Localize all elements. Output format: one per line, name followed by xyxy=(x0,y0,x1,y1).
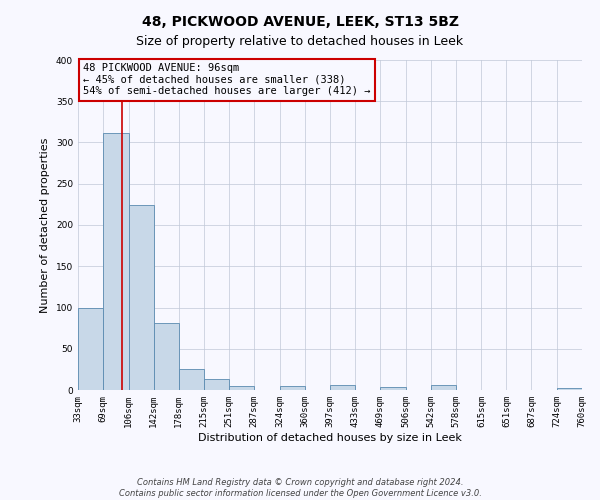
Text: 48, PICKWOOD AVENUE, LEEK, ST13 5BZ: 48, PICKWOOD AVENUE, LEEK, ST13 5BZ xyxy=(142,15,458,29)
X-axis label: Distribution of detached houses by size in Leek: Distribution of detached houses by size … xyxy=(198,432,462,442)
Bar xyxy=(431,385,456,390)
Bar xyxy=(179,370,204,390)
Bar xyxy=(78,308,103,390)
Y-axis label: Number of detached properties: Number of detached properties xyxy=(40,138,50,312)
Text: Size of property relative to detached houses in Leek: Size of property relative to detached ho… xyxy=(136,35,464,48)
Text: 48 PICKWOOD AVENUE: 96sqm
← 45% of detached houses are smaller (338)
54% of semi: 48 PICKWOOD AVENUE: 96sqm ← 45% of detac… xyxy=(83,64,371,96)
Bar xyxy=(380,386,406,390)
Bar xyxy=(229,386,254,390)
Bar xyxy=(557,388,582,390)
Text: Contains HM Land Registry data © Crown copyright and database right 2024.
Contai: Contains HM Land Registry data © Crown c… xyxy=(119,478,481,498)
Bar xyxy=(204,380,229,390)
Bar xyxy=(331,385,355,390)
Bar xyxy=(128,205,154,390)
Bar xyxy=(280,386,305,390)
Bar xyxy=(103,132,128,390)
Bar xyxy=(154,323,179,390)
